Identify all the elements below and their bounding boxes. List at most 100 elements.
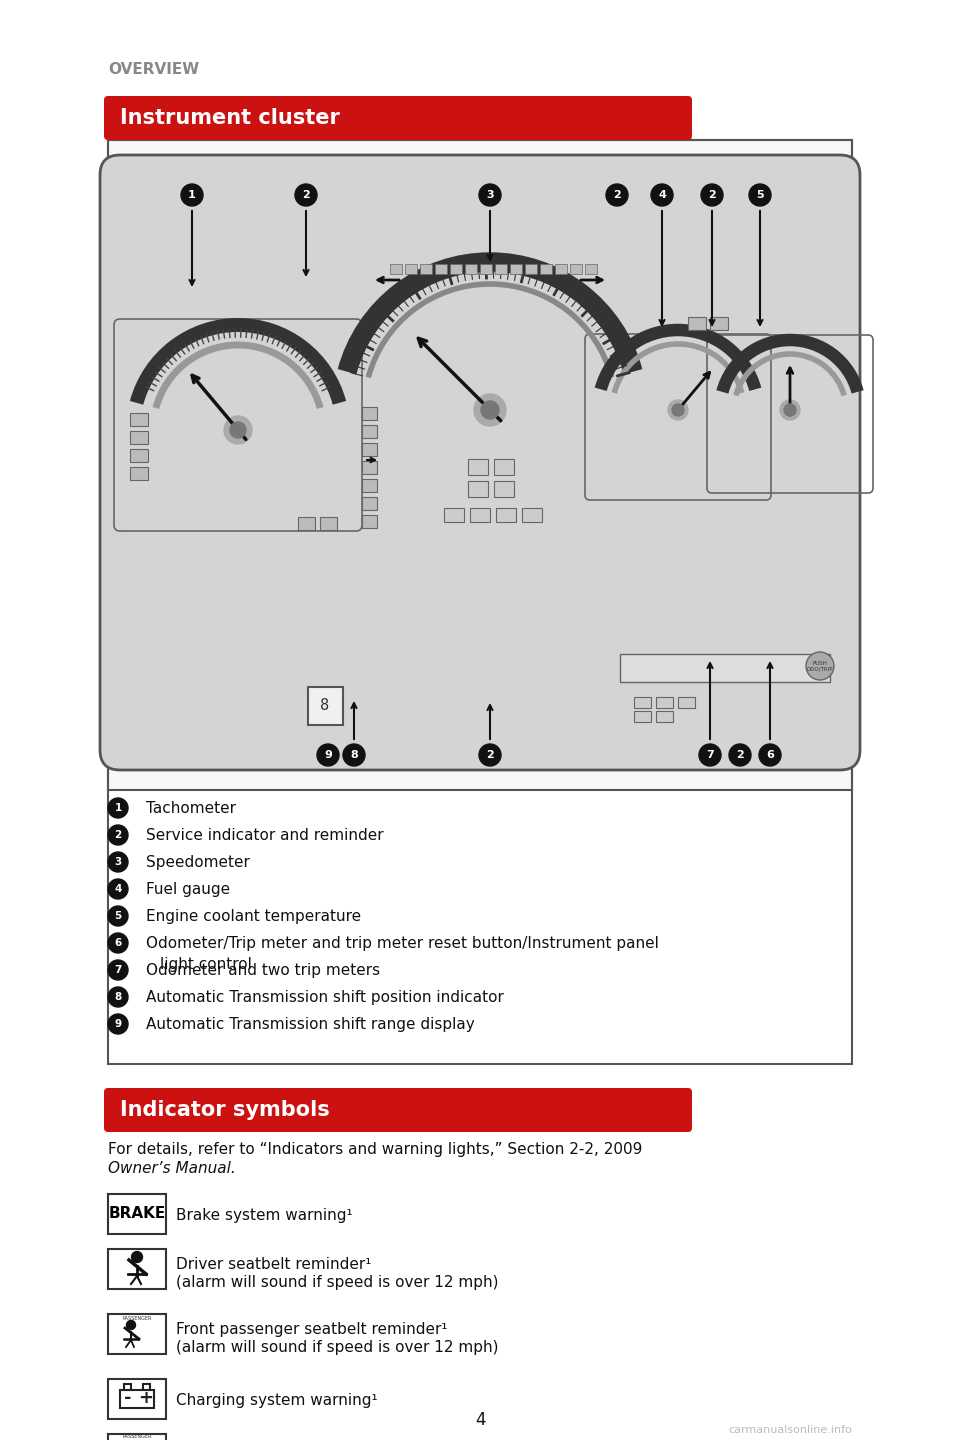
- Text: Fuel gauge: Fuel gauge: [146, 881, 230, 897]
- Bar: [362, 497, 377, 510]
- Text: Owner’s Manual.: Owner’s Manual.: [108, 1161, 236, 1176]
- Text: Odometer/Trip meter and trip meter reset button/Instrument panel: Odometer/Trip meter and trip meter reset…: [146, 936, 659, 950]
- Text: 7: 7: [114, 965, 122, 975]
- Text: Driver seatbelt reminder¹: Driver seatbelt reminder¹: [176, 1257, 372, 1272]
- Circle shape: [784, 405, 796, 416]
- Bar: [108, 140, 852, 1064]
- Circle shape: [108, 798, 128, 818]
- Bar: [470, 508, 490, 521]
- Circle shape: [230, 422, 246, 438]
- Text: 6: 6: [114, 937, 122, 948]
- Bar: [465, 264, 477, 274]
- Text: 4: 4: [475, 1411, 485, 1428]
- Text: Front passenger seatbelt reminder¹: Front passenger seatbelt reminder¹: [176, 1322, 447, 1336]
- Text: 8: 8: [321, 697, 329, 713]
- Text: 1: 1: [188, 190, 196, 200]
- Bar: [435, 264, 447, 274]
- Circle shape: [749, 184, 771, 206]
- Text: Tachometer: Tachometer: [146, 801, 236, 816]
- Text: (alarm will sound if speed is over 12 mph): (alarm will sound if speed is over 12 mp…: [176, 1274, 498, 1290]
- Text: BRAKE: BRAKE: [108, 1207, 166, 1221]
- Circle shape: [127, 1320, 135, 1329]
- Text: light control: light control: [160, 958, 252, 972]
- Bar: [510, 264, 522, 274]
- Bar: [405, 264, 417, 274]
- Bar: [444, 508, 464, 521]
- Bar: [656, 711, 673, 721]
- Bar: [480, 264, 492, 274]
- Text: PUSH
ODO/TRIP: PUSH ODO/TRIP: [806, 661, 833, 671]
- Circle shape: [108, 986, 128, 1007]
- FancyBboxPatch shape: [104, 1089, 692, 1132]
- Bar: [688, 317, 706, 330]
- Bar: [525, 264, 537, 274]
- Circle shape: [651, 184, 673, 206]
- Text: 3: 3: [114, 857, 122, 867]
- Bar: [450, 264, 462, 274]
- Bar: [362, 516, 377, 528]
- Text: 5: 5: [756, 190, 764, 200]
- Bar: [420, 264, 432, 274]
- Circle shape: [780, 400, 800, 420]
- Circle shape: [343, 744, 365, 766]
- Text: Brake system warning¹: Brake system warning¹: [176, 1208, 352, 1223]
- Text: PASSENGER: PASSENGER: [122, 1433, 152, 1439]
- Circle shape: [224, 416, 252, 444]
- Bar: [362, 425, 377, 438]
- Circle shape: [108, 852, 128, 873]
- Circle shape: [606, 184, 628, 206]
- Bar: [108, 1434, 166, 1440]
- Bar: [130, 431, 148, 444]
- Text: For details, refer to “Indicators and warning lights,” Section 2-2, 2009: For details, refer to “Indicators and wa…: [108, 1142, 642, 1156]
- Text: -: -: [124, 1390, 132, 1407]
- Bar: [468, 459, 488, 475]
- Text: 1: 1: [114, 804, 122, 814]
- Circle shape: [701, 184, 723, 206]
- Text: 5: 5: [114, 912, 122, 922]
- Bar: [108, 1194, 166, 1234]
- Bar: [108, 1313, 166, 1354]
- Circle shape: [668, 400, 688, 420]
- FancyBboxPatch shape: [104, 96, 692, 140]
- Bar: [362, 480, 377, 492]
- Text: 4: 4: [658, 190, 666, 200]
- Text: (alarm will sound if speed is over 12 mph): (alarm will sound if speed is over 12 mp…: [176, 1341, 498, 1355]
- Text: 8: 8: [114, 992, 122, 1002]
- Bar: [320, 517, 337, 530]
- FancyBboxPatch shape: [100, 156, 860, 770]
- Circle shape: [699, 744, 721, 766]
- Circle shape: [806, 652, 834, 680]
- Bar: [130, 413, 148, 426]
- Circle shape: [108, 1014, 128, 1034]
- Bar: [522, 508, 542, 521]
- Circle shape: [108, 933, 128, 953]
- Circle shape: [108, 878, 128, 899]
- Bar: [656, 697, 673, 708]
- Bar: [362, 408, 377, 420]
- Bar: [468, 481, 488, 497]
- Text: 9: 9: [114, 1020, 122, 1030]
- Circle shape: [672, 405, 684, 416]
- Bar: [585, 264, 597, 274]
- Circle shape: [132, 1251, 142, 1263]
- Circle shape: [108, 825, 128, 845]
- Bar: [130, 449, 148, 462]
- Bar: [540, 264, 552, 274]
- Text: PASSENGER: PASSENGER: [122, 1316, 152, 1320]
- Text: Automatic Transmission shift range display: Automatic Transmission shift range displ…: [146, 1017, 475, 1032]
- Text: Speedometer: Speedometer: [146, 855, 250, 870]
- Bar: [298, 517, 315, 530]
- Text: 6: 6: [766, 750, 774, 760]
- Text: Service indicator and reminder: Service indicator and reminder: [146, 828, 384, 842]
- Circle shape: [295, 184, 317, 206]
- Text: Charging system warning¹: Charging system warning¹: [176, 1392, 377, 1408]
- Circle shape: [481, 400, 499, 419]
- Bar: [362, 444, 377, 456]
- Text: +: +: [138, 1390, 154, 1407]
- Bar: [124, 1384, 131, 1390]
- Text: 3: 3: [486, 190, 493, 200]
- Text: 9: 9: [324, 750, 332, 760]
- Bar: [308, 687, 343, 724]
- Bar: [143, 1384, 150, 1390]
- Circle shape: [479, 744, 501, 766]
